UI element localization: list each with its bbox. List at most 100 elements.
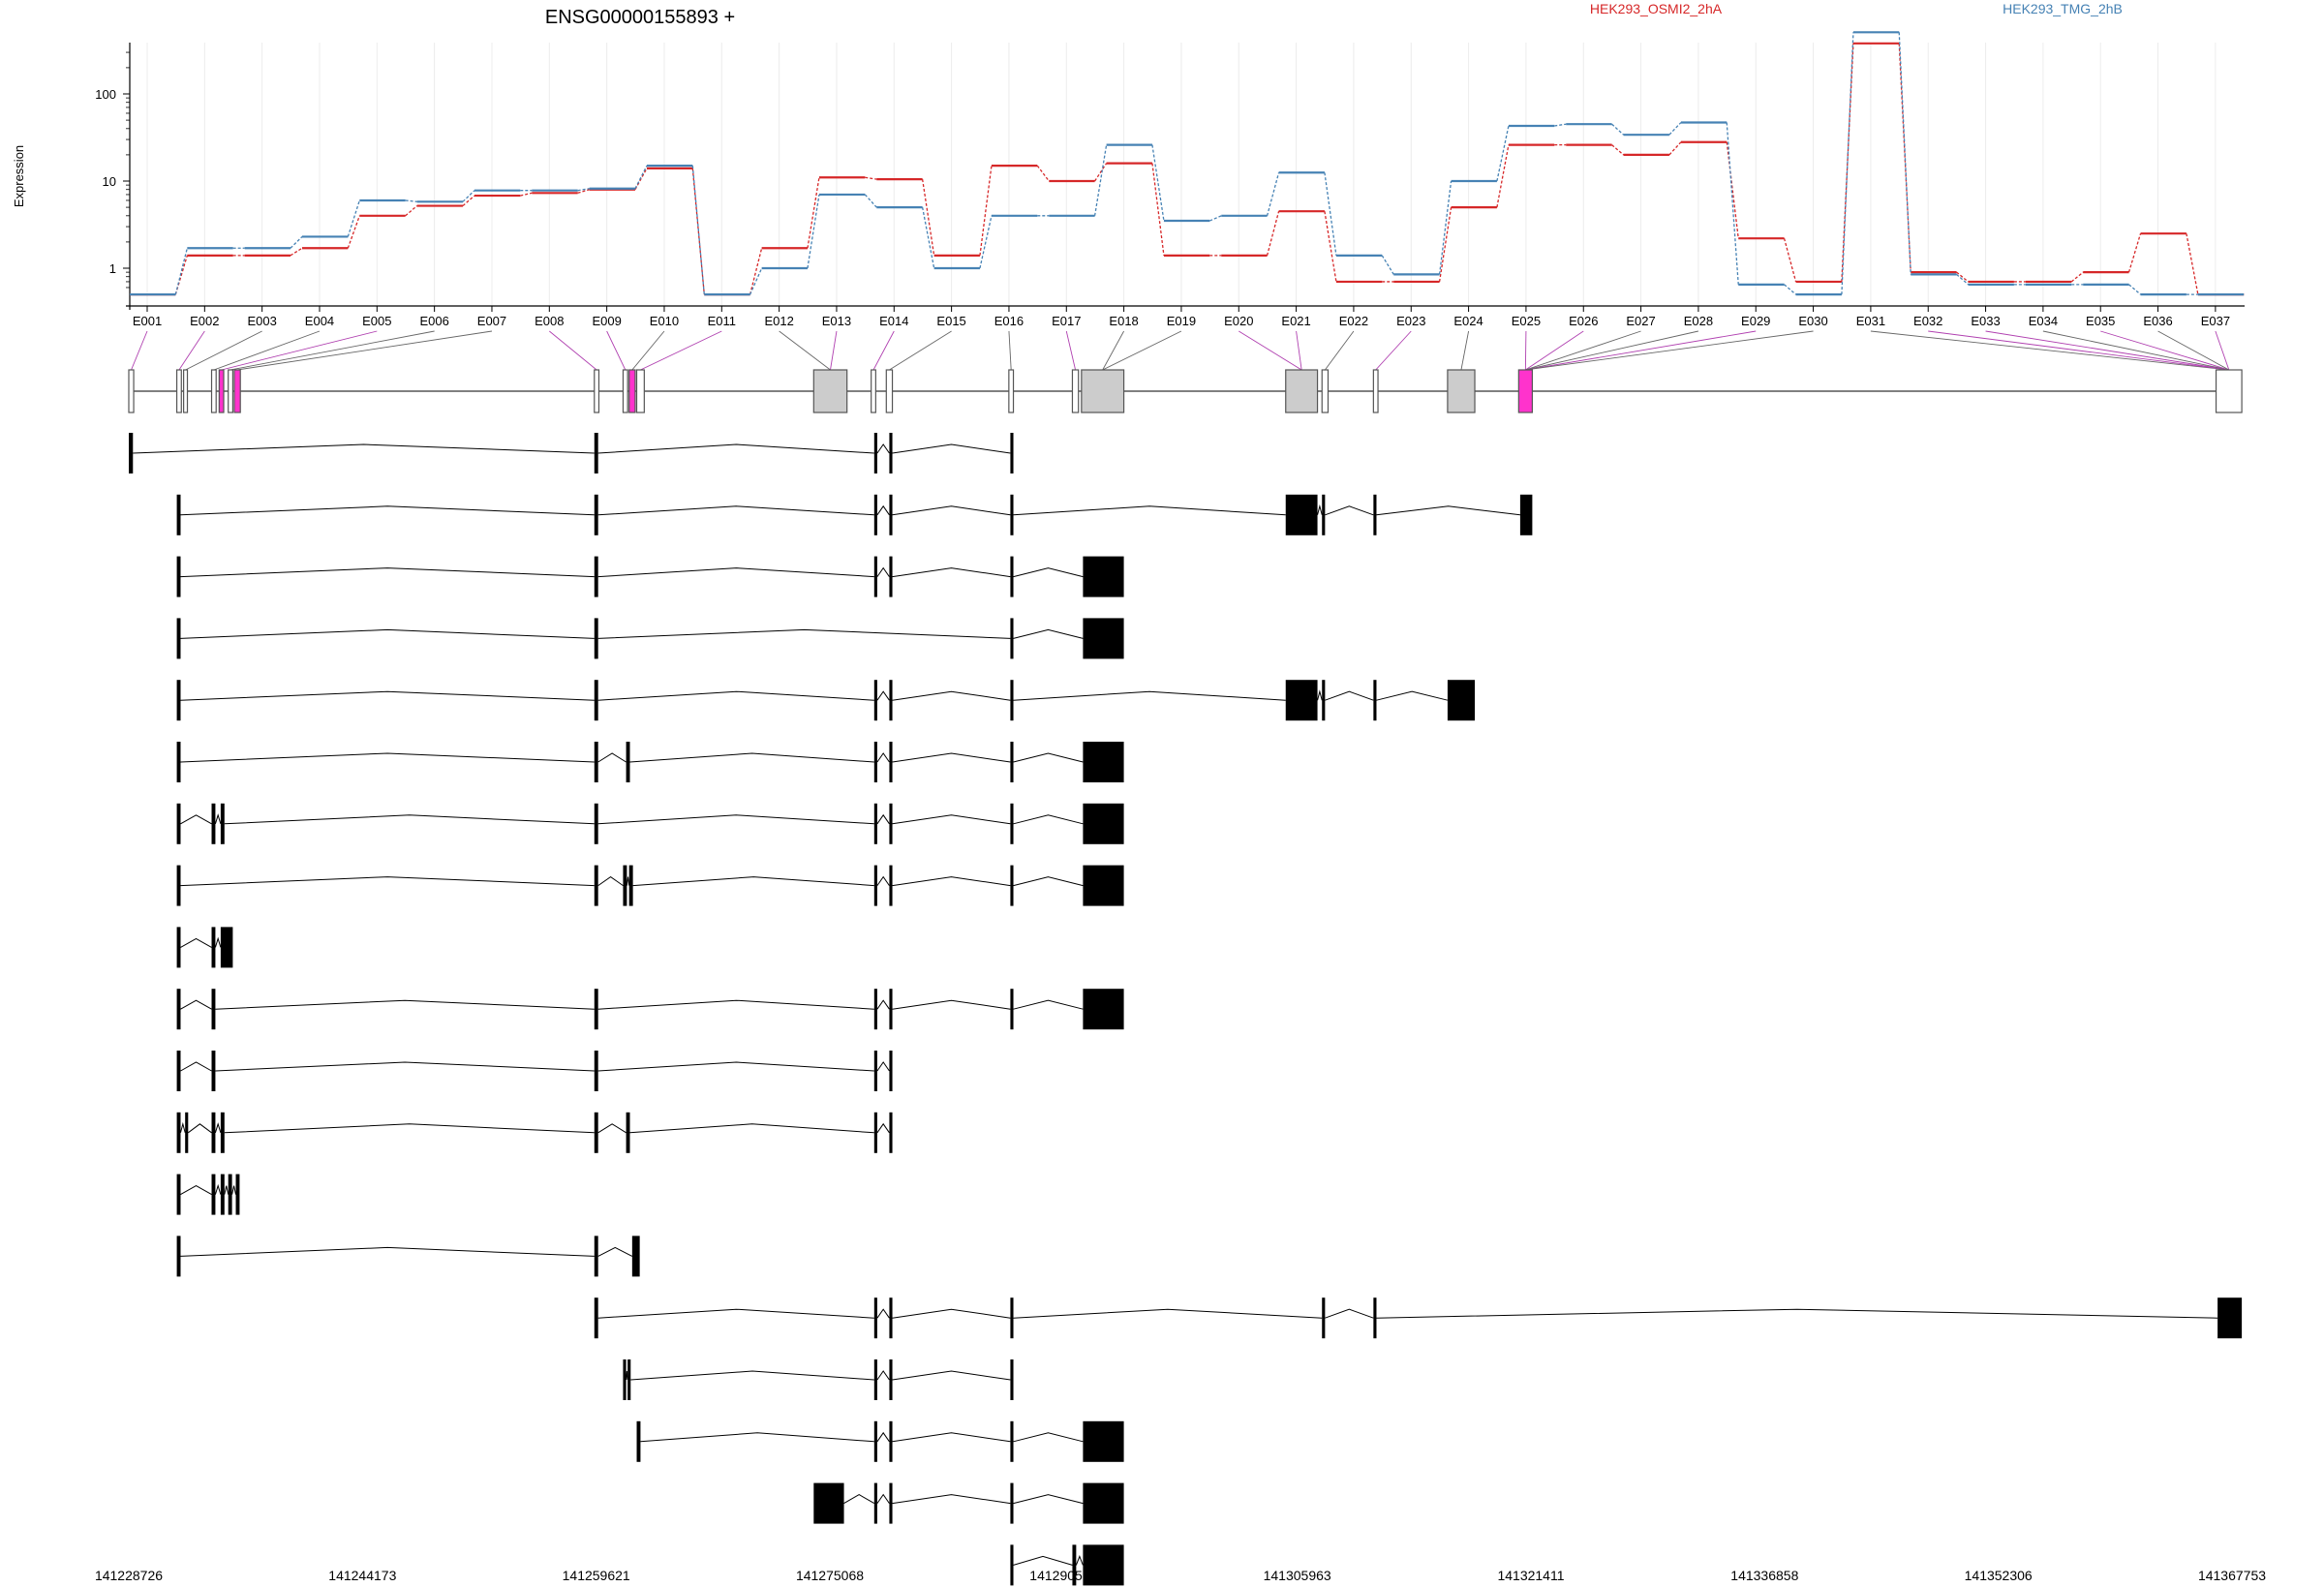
transcript-intron — [892, 1432, 1011, 1443]
exon-tick-label: E006 — [419, 314, 448, 328]
exon-connector — [2157, 330, 2230, 371]
gene-exon — [594, 369, 600, 413]
transcript-exon — [1373, 1297, 1377, 1339]
transcript-exon — [1010, 1297, 1014, 1339]
gene-exon — [812, 369, 848, 413]
transcript-intron — [597, 1246, 633, 1257]
transcript-exon — [220, 1174, 225, 1215]
transcript-exon — [873, 1112, 877, 1153]
series-connector — [1151, 144, 1165, 222]
exon-connector — [631, 330, 665, 371]
exon-connector — [1525, 330, 1699, 371]
transcript-exon — [220, 803, 225, 844]
series-connector — [1209, 215, 1222, 222]
transcript-exon — [873, 1482, 877, 1524]
transcript-exon — [1083, 865, 1124, 906]
transcript-intron — [1013, 505, 1286, 516]
transcript-row — [623, 1359, 1014, 1400]
exon-connector — [2042, 330, 2229, 371]
transcript-row — [636, 1420, 1124, 1462]
transcript-intron — [1013, 567, 1084, 578]
transcript-intron — [1013, 1555, 1073, 1566]
transcript-row — [176, 803, 1124, 844]
transcript-intron — [876, 504, 890, 516]
transcript-intron — [224, 1185, 229, 1195]
genomic-coordinate-label: 141275068 — [796, 1568, 864, 1583]
transcript-exon — [1083, 1544, 1124, 1586]
gene-exon — [635, 369, 645, 413]
transcript-intron — [597, 875, 624, 887]
transcript-exon — [594, 618, 598, 659]
transcript-intron — [1376, 1308, 2218, 1319]
transcript-intron — [214, 936, 222, 948]
transcript-exon — [129, 433, 134, 473]
exon-connector — [1985, 330, 2229, 371]
transcript-exon — [235, 1174, 240, 1215]
transcript-exon — [1010, 1359, 1014, 1400]
series-connector — [1668, 141, 1682, 156]
transcript-exon — [626, 742, 630, 782]
exon-tick-label: E019 — [1167, 314, 1196, 328]
exon-tick-labels: E001 E002 E003 E004 E005 E006 E007 E008 E009 E010… — [133, 306, 2230, 328]
transcript-intron — [597, 1123, 627, 1134]
transcript-intron — [1325, 505, 1374, 516]
transcript-exon — [176, 742, 181, 782]
exon-connector — [1525, 330, 1814, 371]
exon-connector — [237, 330, 493, 371]
transcript-exon — [1010, 433, 1014, 473]
transcript-exon — [220, 1112, 225, 1153]
transcript-intron — [876, 1122, 890, 1134]
series-connector — [807, 177, 820, 249]
series-connector — [865, 176, 877, 180]
series-connector — [347, 215, 360, 249]
transcript-intron — [1013, 814, 1084, 825]
transcript-exon — [873, 494, 877, 535]
exon-tick-label: E008 — [535, 314, 564, 328]
plot-axes — [126, 43, 2245, 310]
transcript-exon — [1322, 494, 1326, 535]
transcript-intron — [640, 1432, 874, 1443]
gene-exon — [885, 369, 894, 413]
exon-connector — [640, 330, 722, 371]
transcript-exon — [176, 680, 181, 721]
transcript-exon — [889, 680, 893, 721]
series-connector — [290, 235, 303, 249]
transcript-row — [176, 1174, 240, 1215]
transcript-exon — [889, 865, 893, 906]
transcript-intron — [180, 1185, 212, 1196]
transcript-intron — [876, 1370, 890, 1381]
gene-exon — [628, 369, 636, 413]
transcript-intron — [892, 567, 1011, 578]
transcript-exon — [594, 1112, 598, 1153]
series-connector — [174, 248, 188, 295]
transcript-exon — [1083, 1482, 1124, 1524]
transcript-exon — [889, 1482, 893, 1524]
exon-tick-label: E012 — [764, 314, 793, 328]
exon-connector — [830, 330, 838, 371]
exon-connector — [2100, 330, 2229, 371]
transcript-exon — [626, 1112, 630, 1153]
transcript-intron — [597, 505, 874, 516]
transcript-intron — [876, 1493, 890, 1504]
transcript-intron — [1013, 628, 1084, 639]
exon-connector — [1008, 330, 1012, 371]
gene-exon — [622, 369, 628, 413]
transcript-exon — [176, 1112, 181, 1153]
transcript-exon — [594, 494, 598, 535]
exon-tick-label: E027 — [1626, 314, 1655, 328]
transcript-intron — [876, 443, 890, 454]
gene-exon — [1517, 369, 1533, 413]
genomic-coordinate-label: 141244173 — [328, 1568, 396, 1583]
transcript-exon — [1519, 494, 1533, 535]
transcript-exon — [176, 1174, 181, 1215]
series-connector — [979, 215, 993, 269]
transcript-intron — [1075, 1555, 1084, 1566]
exon-connector — [1870, 330, 2229, 371]
series-connector — [1668, 122, 1682, 136]
transcript-intron — [180, 999, 212, 1010]
series-connector — [634, 168, 648, 191]
transcript-intron — [180, 567, 595, 578]
transcript-intron — [597, 814, 874, 825]
transcript-intron — [214, 813, 222, 824]
transcript-intron — [892, 505, 1011, 516]
